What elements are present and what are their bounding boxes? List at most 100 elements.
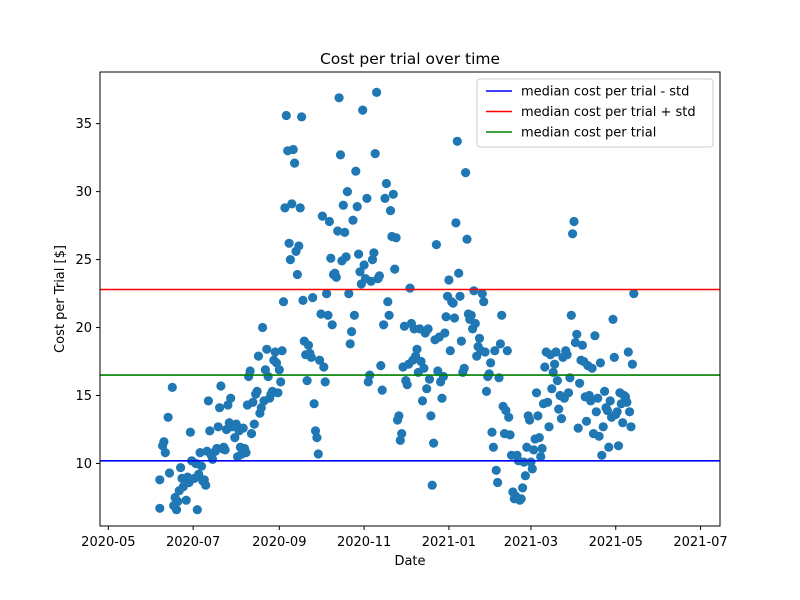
data-point xyxy=(195,448,205,458)
data-point xyxy=(533,411,543,421)
data-point xyxy=(171,505,182,515)
data-point xyxy=(445,346,455,356)
data-point xyxy=(563,388,574,398)
data-point xyxy=(285,255,295,265)
data-point xyxy=(220,445,230,455)
legend-label: median cost per trial - std xyxy=(521,85,689,100)
x-tick-label: 2020-11 xyxy=(337,535,391,550)
data-point xyxy=(438,371,448,382)
data-point xyxy=(519,457,529,467)
data-point xyxy=(629,289,639,299)
data-point xyxy=(238,423,248,433)
data-point xyxy=(226,393,236,403)
x-tick-label: 2020-05 xyxy=(81,535,135,550)
y-tick-label: 35 xyxy=(75,117,92,132)
data-point xyxy=(544,422,554,432)
data-point xyxy=(437,393,447,403)
data-point xyxy=(527,464,537,474)
data-point xyxy=(263,371,273,382)
data-point xyxy=(317,211,327,221)
data-point xyxy=(502,346,512,356)
data-point xyxy=(419,363,429,373)
y-tick-label: 15 xyxy=(75,389,92,404)
data-point xyxy=(568,229,578,239)
data-point xyxy=(351,166,361,176)
data-point xyxy=(470,318,480,329)
data-point xyxy=(167,382,177,392)
data-point xyxy=(394,411,404,421)
data-point xyxy=(459,363,469,373)
data-point xyxy=(417,396,428,406)
data-point xyxy=(366,276,376,286)
data-point xyxy=(352,202,362,212)
data-point xyxy=(486,358,496,368)
data-point xyxy=(338,200,348,210)
data-point xyxy=(258,322,268,333)
x-tick-label: 2020-07 xyxy=(166,535,220,550)
data-point xyxy=(597,450,607,460)
data-point xyxy=(248,397,258,407)
data-point xyxy=(466,310,476,320)
data-point xyxy=(598,422,608,432)
data-point xyxy=(369,248,379,258)
data-point xyxy=(277,346,287,356)
data-point xyxy=(324,216,334,227)
data-point xyxy=(570,337,581,348)
data-point xyxy=(262,344,272,354)
data-point xyxy=(551,347,561,357)
data-point xyxy=(160,448,170,458)
data-point xyxy=(181,495,191,505)
data-point xyxy=(164,468,175,478)
data-point xyxy=(252,386,262,396)
data-point xyxy=(591,407,601,417)
data-point xyxy=(215,403,225,413)
data-point xyxy=(627,359,638,369)
legend-label: median cost per trial + std xyxy=(521,105,696,120)
data-point xyxy=(246,429,257,439)
data-point xyxy=(298,295,308,305)
data-point xyxy=(540,362,550,372)
data-point xyxy=(390,264,400,274)
data-point xyxy=(288,144,298,155)
data-point xyxy=(622,397,632,407)
legend-label: median cost per trial xyxy=(521,126,656,141)
data-point xyxy=(159,437,169,447)
data-point xyxy=(302,376,312,386)
data-point xyxy=(427,480,437,490)
data-point xyxy=(525,415,535,425)
x-axis-title: Date xyxy=(394,554,425,569)
points-layer xyxy=(155,87,639,515)
data-point xyxy=(426,411,436,421)
data-point xyxy=(308,293,318,303)
data-point xyxy=(203,396,213,406)
data-point xyxy=(345,339,355,349)
hlines-layer xyxy=(100,288,720,462)
data-point xyxy=(480,347,490,357)
data-point xyxy=(213,422,223,432)
data-point xyxy=(626,422,636,432)
data-point xyxy=(316,309,326,319)
data-point xyxy=(326,253,336,263)
data-point xyxy=(534,433,544,443)
data-point xyxy=(334,93,344,103)
data-point xyxy=(613,441,624,451)
data-point xyxy=(276,377,286,387)
data-point xyxy=(590,331,600,341)
data-point xyxy=(429,438,439,448)
data-point xyxy=(278,297,289,307)
data-point xyxy=(358,105,368,115)
data-point xyxy=(253,351,264,361)
data-point xyxy=(587,363,597,373)
data-point xyxy=(573,423,583,433)
x-tick-label: 2021-01 xyxy=(422,535,476,550)
data-point xyxy=(566,310,576,320)
legend: median cost per trial - std median cost p… xyxy=(476,78,714,148)
data-point xyxy=(303,340,314,350)
data-point xyxy=(359,260,369,270)
legend-box xyxy=(476,78,714,148)
data-point xyxy=(487,427,497,437)
data-point xyxy=(245,366,255,376)
x-tick-label: 2021-05 xyxy=(589,535,643,550)
data-point xyxy=(362,193,372,203)
